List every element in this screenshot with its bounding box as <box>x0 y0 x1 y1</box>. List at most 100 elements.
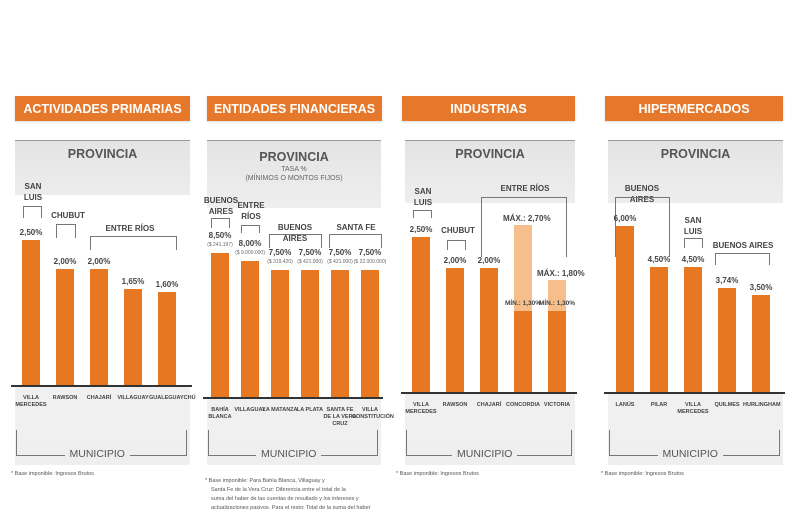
group-bracket <box>90 236 177 250</box>
value-label: 7,50% <box>268 247 292 257</box>
amount-label: ($ 241.197) <box>207 241 233 248</box>
municipio-label: MUNICIPIO <box>452 448 518 460</box>
baseline <box>401 392 577 394</box>
bar <box>548 311 566 392</box>
footnote: * Base imponible: Para Bahía Blanca, Vil… <box>205 478 325 484</box>
amount-label: ($ 9.000.000) <box>235 250 265 256</box>
group-label: CHUBUT <box>51 211 85 220</box>
group-label: CHUBUT <box>441 226 475 235</box>
footnote: actualizaciones pasivos. Para el resto: … <box>211 505 371 511</box>
bar <box>211 252 229 397</box>
min-label: MÍN.: 1,30% <box>504 300 542 308</box>
municipality-label: PILAR <box>650 402 668 408</box>
bar <box>684 267 702 392</box>
panel-title: HIPERMERCADOS <box>605 96 783 121</box>
municipality-label: BAHÍA BLANCA <box>208 407 232 420</box>
municipality-label: VILLA MERCEDES <box>15 395 47 408</box>
value-label: 1,65% <box>121 277 145 287</box>
footnote: * Base imponible: Ingresos Brutos <box>601 471 684 477</box>
group-label: BUENOS AIRES <box>277 223 313 243</box>
panel-title: ACTIVIDADES PRIMARIAS <box>15 96 190 121</box>
bar <box>446 268 464 392</box>
group-label: BUENOS AIRES <box>712 241 774 250</box>
group-bracket <box>329 234 382 248</box>
province-label: PROVINCIA <box>259 150 329 164</box>
value-label: 1,60% <box>155 280 179 290</box>
value-label: 8,50% <box>208 230 232 240</box>
municipality-label: SANTA FE DE LA VERA CRUZ <box>323 407 357 427</box>
baseline <box>11 385 192 387</box>
municipality-label: LA PLATA <box>296 407 324 413</box>
group-label: SAN LUIS <box>683 216 703 236</box>
bar <box>301 269 319 397</box>
municipality-label: HURLINGHAM <box>743 402 781 408</box>
amount-label: ($ 22.000.000) <box>353 258 387 265</box>
municipality-label: GUALEGUAYCHÚ <box>149 395 196 401</box>
municipality-label: VILLAGUAY <box>234 407 266 413</box>
province-label: PROVINCIA <box>660 147 731 161</box>
municipality-label: QUILMES <box>714 402 740 408</box>
municipio-label: MUNICIPIO <box>256 448 322 460</box>
bar <box>616 225 634 392</box>
panel-title: ENTIDADES FINANCIERAS <box>207 96 382 121</box>
group-label: SANTA FE <box>336 223 376 232</box>
municipality-label: VICTORIA <box>543 402 571 408</box>
min-label: MÍN.: 1,30% <box>538 300 576 308</box>
panel-title: INDUSTRIAS <box>402 96 575 121</box>
group-label: SAN LUIS <box>23 182 43 202</box>
bar <box>124 289 142 385</box>
municipality-label: CONCORDIA <box>506 402 540 408</box>
bar <box>514 311 532 392</box>
value-label: 2,50% <box>409 225 433 234</box>
amount-label: ($ 319.420) <box>267 258 293 265</box>
baseline <box>203 397 383 399</box>
footnote: Santa Fe de la Vera Cruz: Diferencia ent… <box>211 487 346 493</box>
group-label: ENTRE RÍOS <box>500 184 550 193</box>
footnote: * Base imponible: Ingresos Brutos <box>396 471 479 477</box>
baseline <box>604 392 785 394</box>
subtitle: TASA % <box>281 166 307 173</box>
amount-label: ($ 421.000) <box>297 258 323 265</box>
bar <box>158 292 176 385</box>
bar <box>90 269 108 385</box>
bar <box>56 269 74 385</box>
group-bracket <box>615 197 670 257</box>
value-label: 4,50% <box>647 255 671 265</box>
value-label: 2,50% <box>19 228 43 237</box>
value-label: 3,50% <box>749 283 773 293</box>
value-label: 7,50% <box>358 247 382 257</box>
value-label: 8,00% <box>238 239 262 248</box>
bar <box>650 267 668 392</box>
group-label: ENTRE RÍOS <box>237 201 265 221</box>
group-bracket <box>211 218 230 228</box>
province-label: PROVINCIA <box>67 147 138 161</box>
group-bracket <box>56 224 76 238</box>
footnote: suma del haber de las cuentas de resulta… <box>211 496 359 502</box>
value-label: 7,50% <box>328 247 352 257</box>
group-label: ENTRE RÍOS <box>105 224 155 233</box>
municipality-label: VILLA MERCEDES <box>677 402 709 415</box>
group-bracket <box>269 234 322 248</box>
municipality-label: RAWSON <box>442 402 468 408</box>
group-bracket <box>413 210 432 218</box>
municipio-label: MUNICIPIO <box>64 448 130 460</box>
municipality-label: LANÚS <box>615 402 635 408</box>
group-bracket <box>447 240 466 250</box>
bar <box>22 240 40 385</box>
max-label: MÁX.: 2,70% <box>503 213 551 223</box>
group-bracket <box>481 197 567 257</box>
value-label: 4,50% <box>681 255 705 265</box>
group-label: BUENOS AIRES <box>624 184 660 204</box>
value-label: 2,00% <box>87 257 111 266</box>
bar <box>412 237 430 392</box>
value-label: 3,74% <box>715 276 739 286</box>
bar <box>718 288 736 392</box>
municipality-label: LA MATANZA <box>262 407 298 413</box>
bar <box>752 295 770 392</box>
province-label: PROVINCIA <box>455 147 525 161</box>
municipality-label: VILLAGUAY <box>117 395 149 401</box>
municipio-label: MUNICIPIO <box>657 448 723 460</box>
amount-label: ($ 421.000) <box>327 258 353 265</box>
max-label: MÁX.: 1,80% <box>537 269 585 279</box>
bar <box>480 268 498 392</box>
